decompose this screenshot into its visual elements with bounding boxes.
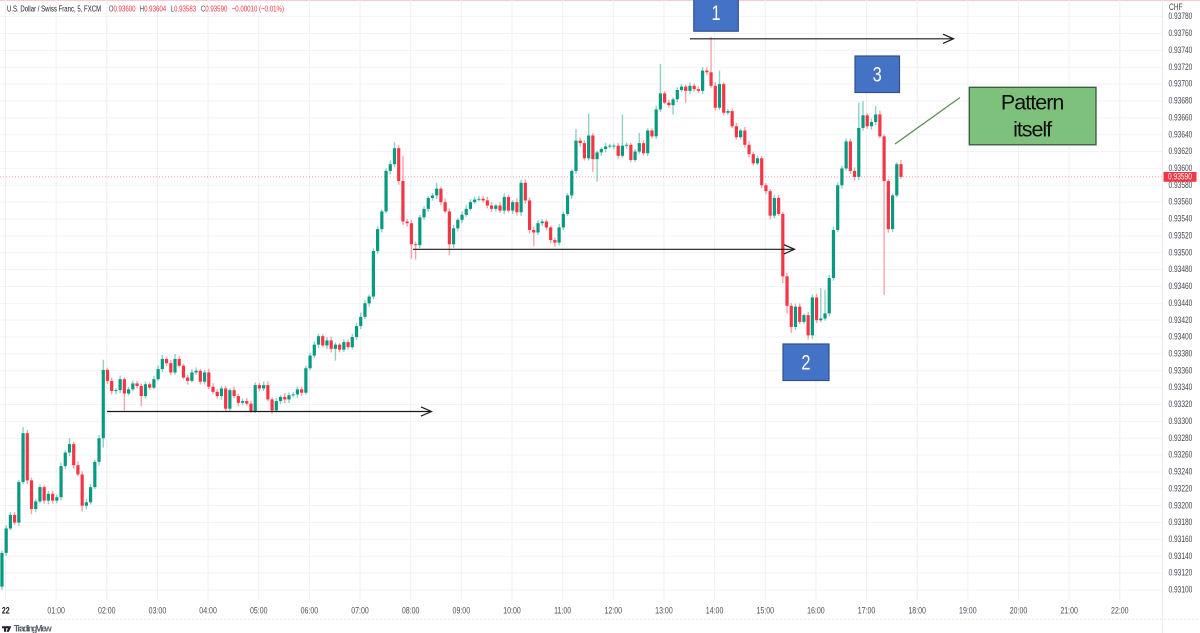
svg-text:0.93680: 0.93680 [1169, 96, 1193, 106]
svg-text:0.93160: 0.93160 [1169, 534, 1193, 544]
svg-text:0.93620: 0.93620 [1169, 146, 1193, 156]
svg-text:0.93540: 0.93540 [1169, 214, 1193, 224]
svg-text:0.93460: 0.93460 [1169, 281, 1193, 291]
svg-text:0.93780: 0.93780 [1169, 11, 1193, 21]
svg-text:15:00: 15:00 [756, 606, 774, 616]
svg-text:0.93140: 0.93140 [1169, 551, 1193, 561]
svg-text:16:00: 16:00 [807, 606, 825, 616]
svg-text:11:00: 11:00 [554, 606, 571, 616]
svg-text:itself: itself [1013, 118, 1052, 142]
svg-text:0.93660: 0.93660 [1169, 113, 1193, 123]
svg-text:01:00: 01:00 [47, 606, 65, 616]
svg-text:17:00: 17:00 [858, 606, 876, 616]
svg-text:03:00: 03:00 [149, 606, 167, 616]
svg-text:06:00: 06:00 [301, 606, 319, 616]
svg-text:3: 3 [873, 63, 882, 86]
svg-text:0.93440: 0.93440 [1169, 298, 1193, 308]
svg-text:0.93300: 0.93300 [1169, 416, 1193, 426]
svg-text:09:00: 09:00 [453, 606, 471, 616]
svg-text:0.93590: 0.93590 [1168, 171, 1192, 181]
svg-text:0.93600: 0.93600 [1169, 163, 1193, 173]
svg-text:10:00: 10:00 [503, 606, 521, 616]
svg-text:0.93700: 0.93700 [1169, 79, 1193, 89]
svg-text:19:00: 19:00 [959, 606, 977, 616]
svg-text:04:00: 04:00 [199, 606, 217, 616]
svg-text:0.93720: 0.93720 [1169, 62, 1193, 72]
svg-text:0.93740: 0.93740 [1169, 45, 1193, 55]
svg-text:Pattern: Pattern [1001, 91, 1065, 115]
svg-text:0.93520: 0.93520 [1169, 231, 1193, 241]
svg-text:0.93340: 0.93340 [1169, 382, 1193, 392]
svg-text:07:00: 07:00 [351, 606, 369, 616]
svg-text:0.93480: 0.93480 [1169, 264, 1193, 274]
svg-text:14:00: 14:00 [706, 606, 724, 616]
svg-text:U.S. Dollar / Swiss Franc, 5,: U.S. Dollar / Swiss Franc, 5, FXCM O0.936… [7, 3, 284, 13]
svg-text:0.93360: 0.93360 [1169, 365, 1193, 375]
svg-text:0.93580: 0.93580 [1169, 180, 1193, 190]
svg-text:12:00: 12:00 [605, 606, 623, 616]
svg-text:0.93260: 0.93260 [1169, 450, 1193, 460]
svg-text:0.93640: 0.93640 [1169, 129, 1193, 139]
svg-text:0.93500: 0.93500 [1169, 247, 1193, 257]
svg-text:22: 22 [2, 606, 10, 616]
svg-text:0.93760: 0.93760 [1169, 28, 1193, 38]
svg-text:2: 2 [801, 351, 810, 374]
svg-text:13:00: 13:00 [655, 606, 673, 616]
svg-text:08:00: 08:00 [402, 606, 420, 616]
svg-text:22:00: 22:00 [1111, 606, 1129, 616]
svg-text:0.93320: 0.93320 [1169, 399, 1193, 409]
svg-text:0.93280: 0.93280 [1169, 433, 1193, 443]
svg-text:0.93420: 0.93420 [1169, 315, 1193, 325]
svg-text:0.93400: 0.93400 [1169, 332, 1193, 342]
svg-text:0.93120: 0.93120 [1169, 568, 1193, 578]
svg-text:CHF: CHF [1169, 2, 1183, 12]
svg-text:18:00: 18:00 [908, 606, 926, 616]
svg-text:0.93220: 0.93220 [1169, 483, 1193, 493]
svg-text:0.93560: 0.93560 [1169, 197, 1193, 207]
svg-text:0.93380: 0.93380 [1169, 349, 1193, 359]
svg-text:TradingView: TradingView [14, 623, 53, 633]
svg-text:05:00: 05:00 [250, 606, 268, 616]
svg-text:1: 1 [711, 1, 720, 24]
svg-text:0.93180: 0.93180 [1169, 517, 1193, 527]
svg-text:02:00: 02:00 [98, 606, 116, 616]
svg-text:0.93100: 0.93100 [1169, 585, 1193, 595]
svg-text:0.93200: 0.93200 [1169, 500, 1193, 510]
svg-text:20:00: 20:00 [1010, 606, 1028, 616]
svg-text:0.93240: 0.93240 [1169, 467, 1193, 477]
svg-text:21:00: 21:00 [1060, 606, 1078, 616]
